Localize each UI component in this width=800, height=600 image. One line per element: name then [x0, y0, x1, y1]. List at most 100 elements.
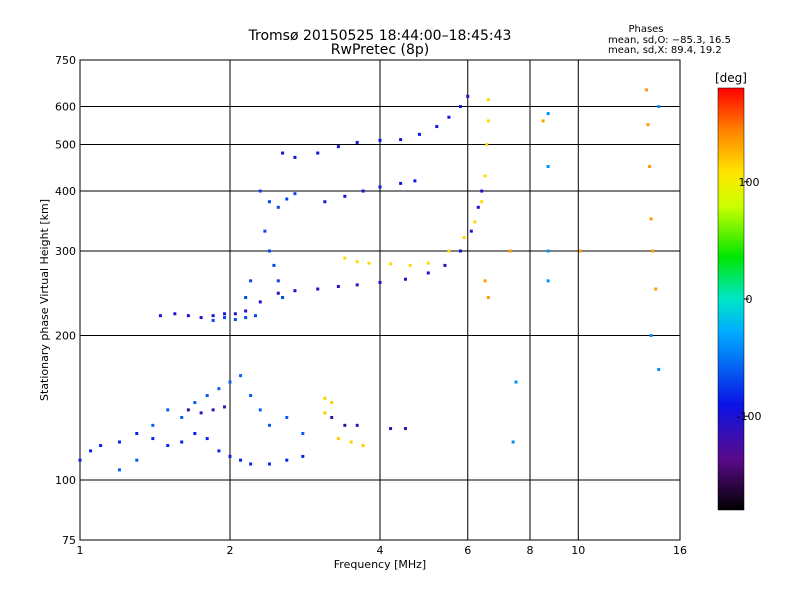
data-point: [546, 164, 550, 168]
data-point: [239, 458, 243, 462]
data-points: [78, 88, 661, 472]
y-tick-label: 300: [55, 245, 76, 258]
data-point: [166, 444, 170, 448]
data-point: [378, 280, 382, 284]
x-tick-label: 2: [227, 544, 234, 557]
y-tick-label: 75: [62, 534, 76, 547]
data-point: [361, 444, 365, 448]
colorbar-tick-label: -100: [737, 410, 762, 423]
data-point: [285, 197, 289, 201]
data-point: [336, 285, 340, 289]
data-point: [285, 415, 289, 419]
data-point: [267, 200, 271, 204]
data-point: [211, 408, 215, 412]
data-point: [644, 88, 648, 92]
data-point: [301, 454, 305, 458]
data-point: [648, 164, 652, 168]
data-point: [272, 263, 276, 267]
data-point: [343, 256, 347, 260]
data-point: [249, 394, 253, 398]
data-point: [244, 316, 248, 320]
data-point: [389, 427, 393, 431]
data-point: [249, 462, 253, 466]
data-point: [233, 317, 237, 321]
data-point: [223, 405, 227, 409]
data-point: [293, 155, 297, 159]
phases-line-x: mean, sd,X: 89.4, 19.2: [608, 45, 722, 56]
data-point: [285, 458, 289, 462]
data-point: [408, 263, 412, 267]
data-point: [186, 314, 190, 318]
data-point: [413, 179, 417, 183]
data-point: [228, 380, 232, 384]
y-axis-label: Stationary phase Virtual Height [km]: [38, 199, 51, 401]
data-point: [486, 119, 490, 123]
data-point: [323, 411, 327, 415]
data-point: [117, 468, 121, 472]
data-point: [193, 432, 197, 436]
data-point: [233, 312, 237, 316]
data-point: [223, 312, 227, 316]
data-point: [462, 236, 466, 240]
data-point: [89, 449, 93, 453]
data-point: [546, 249, 550, 253]
data-point: [361, 189, 365, 193]
data-point: [239, 374, 243, 378]
data-point: [301, 432, 305, 436]
data-point: [336, 437, 340, 441]
data-point: [117, 440, 121, 444]
data-point: [546, 279, 550, 283]
x-tick-label: 10: [571, 544, 585, 557]
data-point: [276, 291, 280, 295]
data-point: [417, 132, 421, 136]
data-point: [244, 296, 248, 300]
data-point: [480, 200, 484, 204]
data-point: [355, 283, 359, 287]
data-point: [199, 411, 203, 415]
data-point: [403, 277, 407, 281]
data-point: [267, 462, 271, 466]
data-point: [166, 408, 170, 412]
data-point: [135, 432, 139, 436]
data-point: [480, 189, 484, 193]
data-point: [267, 423, 271, 427]
x-tick-label: 1: [77, 544, 84, 557]
y-axis-ticks: 75 100 200 300 400 500 600 750: [55, 54, 76, 547]
data-point: [355, 423, 359, 427]
data-point: [426, 271, 430, 275]
data-point: [281, 296, 285, 300]
chart-title: Tromsø 20150525 18:44:00–18:45:43: [248, 28, 512, 44]
data-point: [646, 123, 650, 127]
data-point: [389, 262, 393, 266]
data-point: [483, 174, 487, 178]
data-point: [211, 318, 215, 322]
data-point: [378, 138, 382, 142]
data-point: [657, 367, 661, 371]
data-point: [293, 289, 297, 293]
chart-subtitle: RwPretec (8p): [331, 42, 429, 58]
data-point: [485, 143, 489, 147]
data-point: [649, 334, 653, 338]
data-point: [443, 263, 447, 267]
data-point: [403, 427, 407, 431]
data-point: [426, 261, 430, 265]
data-point: [217, 387, 221, 391]
data-point: [469, 229, 473, 233]
data-point: [367, 261, 371, 265]
data-point: [293, 192, 297, 196]
data-point: [473, 220, 477, 224]
data-point: [99, 444, 103, 448]
data-point: [649, 217, 653, 221]
data-point: [511, 440, 515, 444]
data-point: [258, 300, 262, 304]
data-point: [378, 185, 382, 189]
phases-title: Phases: [628, 24, 663, 35]
data-point: [514, 380, 518, 384]
data-point: [508, 249, 512, 253]
data-point: [244, 309, 248, 313]
data-point: [180, 415, 184, 419]
data-point: [483, 279, 487, 283]
y-tick-label: 400: [55, 185, 76, 198]
data-point: [486, 98, 490, 102]
